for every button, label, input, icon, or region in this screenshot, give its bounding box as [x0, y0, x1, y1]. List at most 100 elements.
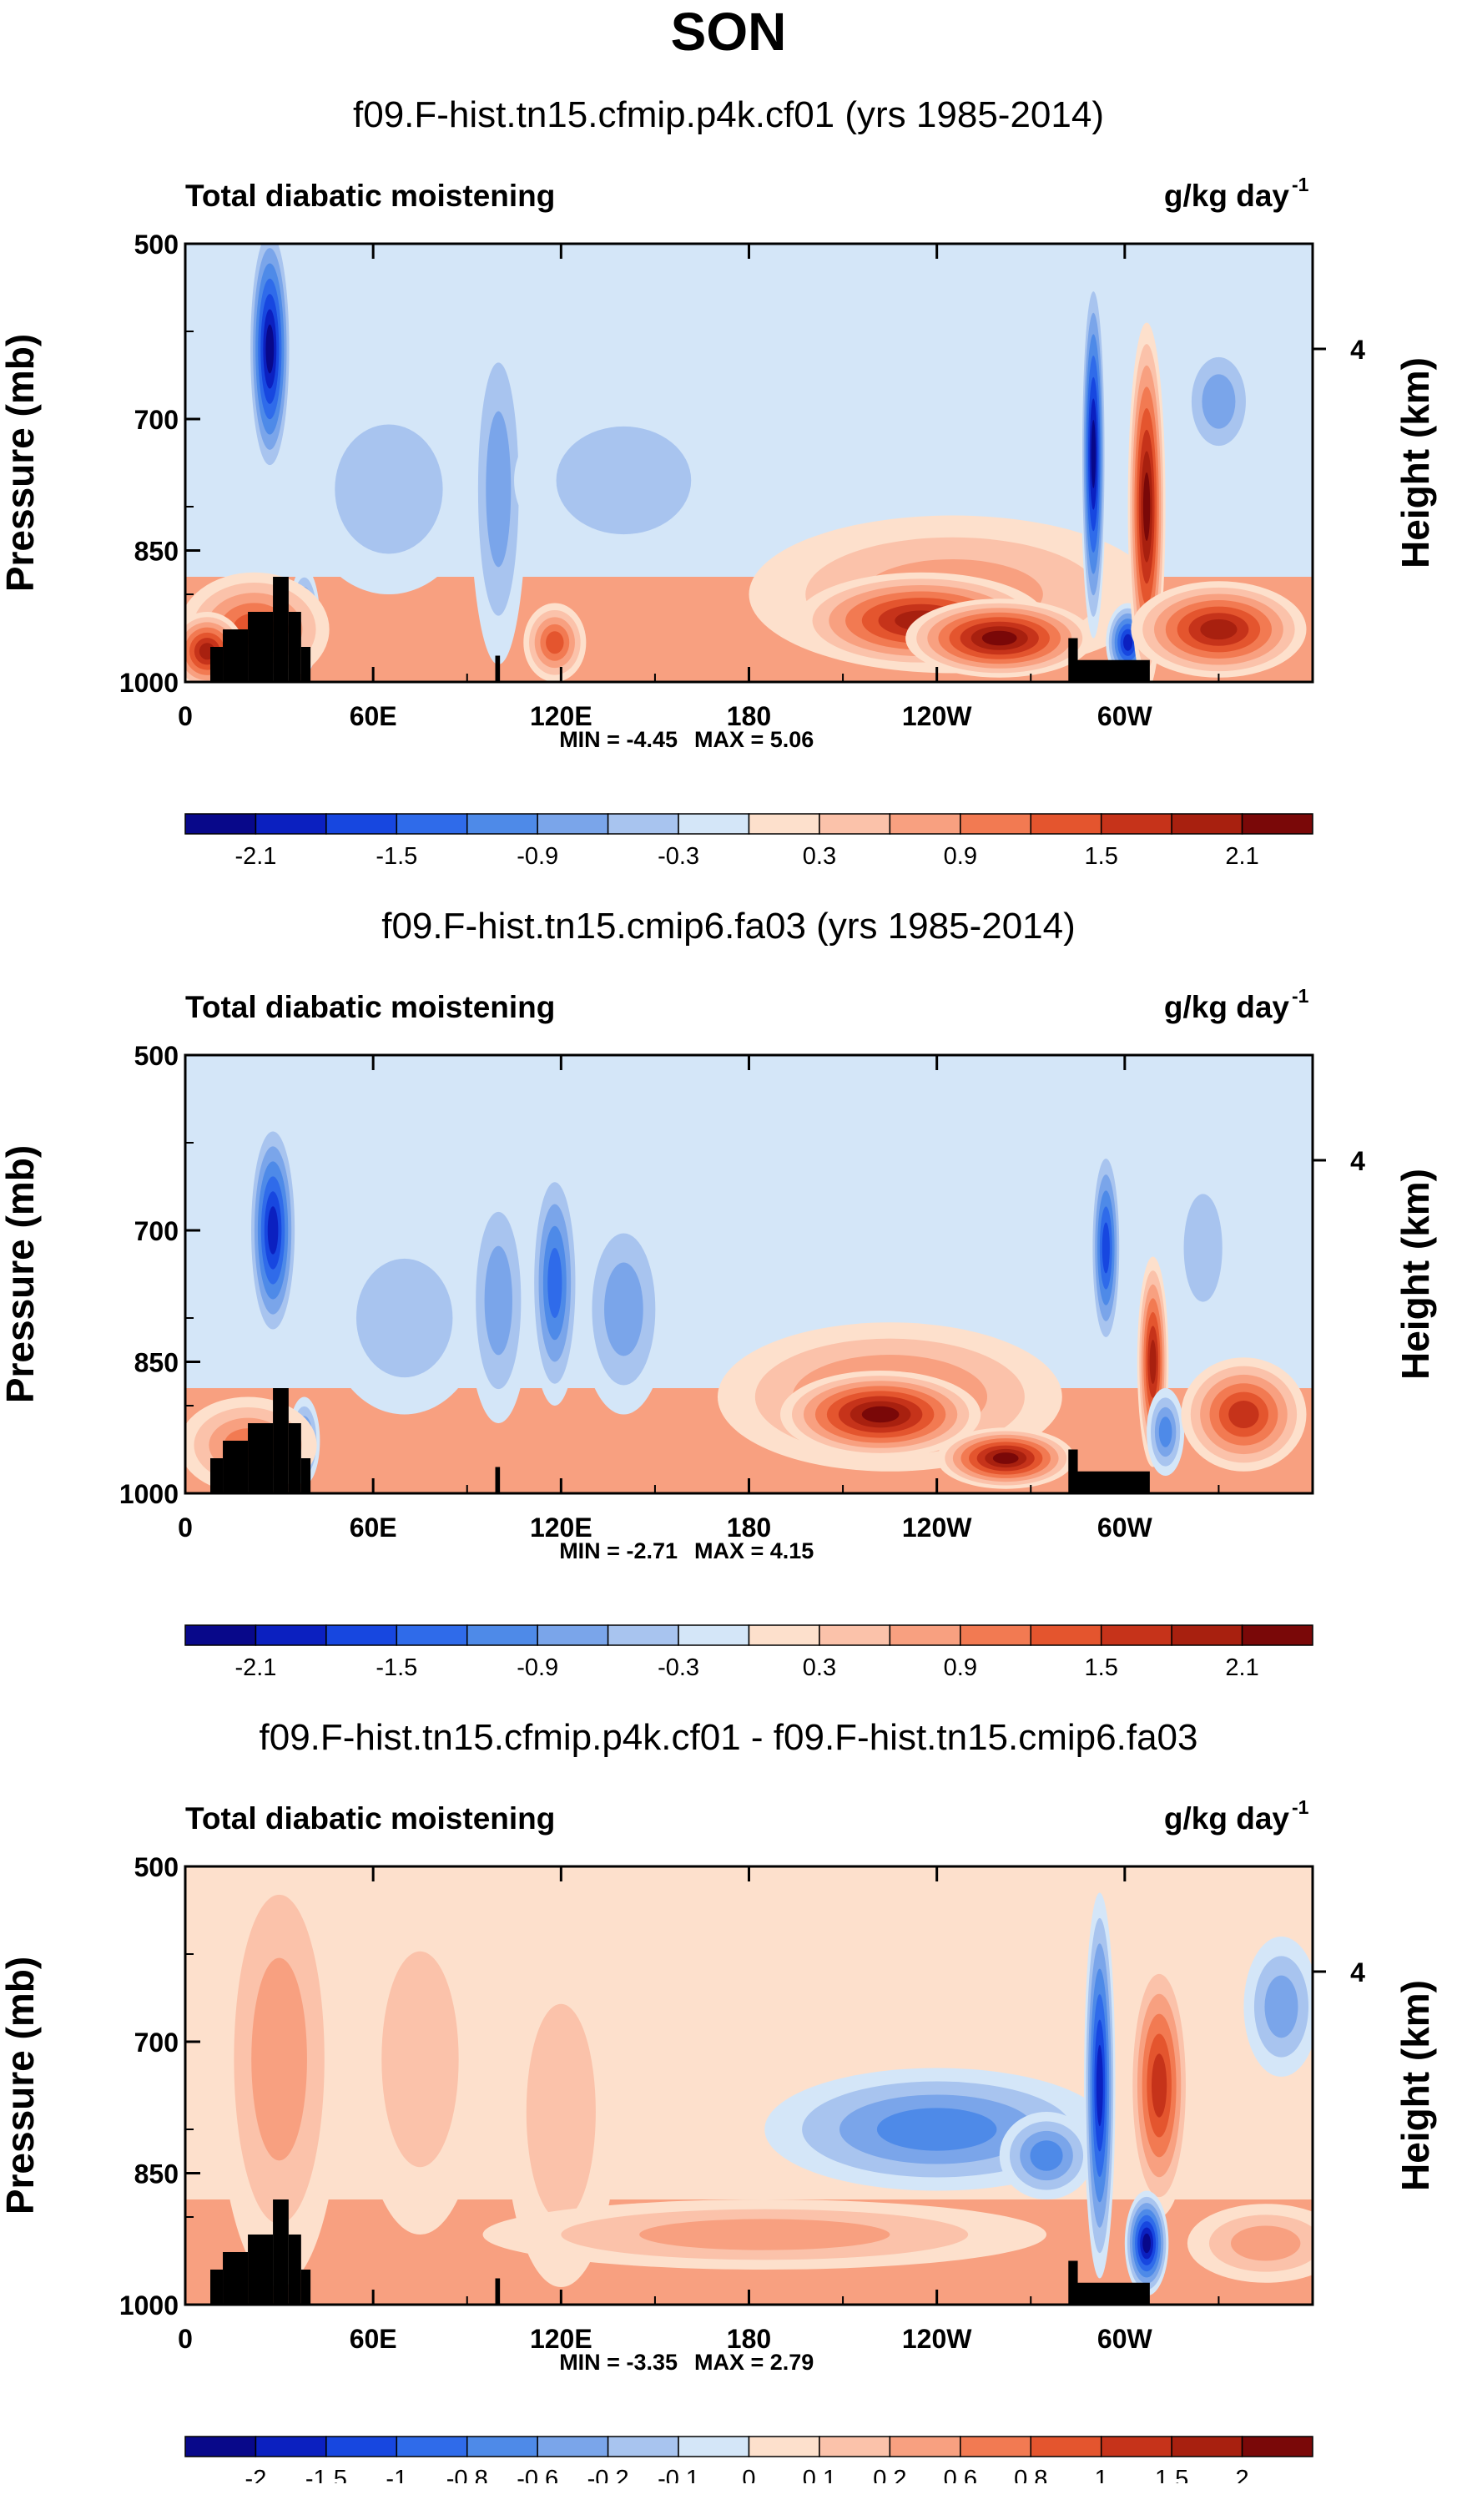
colorbar-label: -2 [245, 2466, 267, 2483]
colorbar-swatch [960, 813, 1031, 835]
colorbar-label: 0.3 [803, 843, 836, 870]
colorbar-swatch [748, 813, 820, 835]
max-label: MAX = 2.79 [694, 2350, 814, 2375]
colorbar-swatch [1241, 2436, 1313, 2457]
colorbar-label: -1.5 [376, 843, 417, 870]
topography-block [248, 612, 274, 682]
colorbar-swatch [1030, 2436, 1102, 2457]
contour-cell [526, 2003, 596, 2220]
panel-1-svg: f09.F-hist.tn15.cfmip.p4k.cf01 (yrs 1985… [0, 94, 1437, 870]
y-tick-label: 500 [134, 1041, 179, 1071]
x-tick-label: 120E [530, 701, 592, 731]
colorbar-label: 0.9 [944, 1654, 977, 1681]
colorbar-label: 2.1 [1225, 843, 1258, 870]
topography-block [495, 2278, 501, 2305]
min-label: MIN = -4.45 [559, 727, 678, 752]
topography-block [1074, 1471, 1150, 1493]
figure-title: SON [670, 2, 787, 62]
colorbar-label: 1.5 [1085, 1654, 1118, 1681]
topography-block [223, 1441, 249, 1493]
panel-2-svg: f09.F-hist.tn15.cmip6.fa03 (yrs 1985-201… [0, 906, 1437, 1681]
x-tick-label: 0 [178, 1513, 193, 1543]
topography-mask [210, 2199, 1150, 2305]
topography-block [300, 2270, 311, 2305]
topography-block [495, 655, 501, 682]
colorbar-label: 1.5 [1155, 2466, 1188, 2483]
colorbar-swatch [607, 813, 679, 835]
panel-2: f09.F-hist.tn15.cmip6.fa03 (yrs 1985-201… [0, 899, 1457, 1709]
units-exponent: -1 [1292, 1796, 1309, 1818]
contour-field [185, 1116, 1313, 1493]
contour-cell [639, 2219, 890, 2250]
colorbar-swatch [537, 2436, 609, 2457]
y-tick-label: 1000 [119, 668, 179, 698]
topography-block [210, 2270, 224, 2305]
x-tick-label: 180 [727, 701, 771, 731]
units-exponent: -1 [1292, 174, 1309, 195]
x-tick-label: 60W [1097, 2324, 1153, 2354]
colorbar-swatch [325, 2436, 398, 2457]
colorbar-label: 0.3 [803, 1654, 836, 1681]
contour-cell [1091, 419, 1097, 489]
colorbar-swatch [396, 1624, 468, 1646]
contour-cell [1202, 374, 1236, 429]
contour-cell [486, 411, 512, 568]
colorbar-swatch [396, 813, 468, 835]
contour-cell [251, 1957, 307, 2161]
units-exponent: -1 [1292, 985, 1309, 1007]
y-right-axis-label: Height (km) [1394, 1980, 1437, 2191]
contour-cell [1152, 2053, 1167, 2118]
x-tick-label: 180 [727, 2324, 771, 2354]
colorbar-swatch [1241, 813, 1313, 835]
topography-block [1068, 2260, 1078, 2305]
colorbar-swatch [819, 2436, 891, 2457]
y-right-tick-label: 4 [1350, 335, 1365, 365]
contour-cell [981, 630, 1017, 646]
colorbar-swatch [960, 2436, 1031, 2457]
colorbar-swatch [255, 2436, 327, 2457]
contour-cell [1264, 1975, 1298, 2038]
colorbar-swatch [537, 1624, 609, 1646]
contour-cell [861, 1406, 900, 1423]
colorbar-swatch [466, 1624, 538, 1646]
x-tick-label: 60E [350, 2324, 397, 2354]
y-right-axis-label: Height (km) [1394, 357, 1437, 568]
colorbar-label: 0.2 [873, 2466, 906, 2483]
contour-field [185, 1866, 1313, 2305]
min-label: MIN = -2.71 [559, 1538, 678, 1563]
colorbar-swatch [678, 2436, 750, 2457]
y-tick-label: 700 [134, 2028, 179, 2058]
colorbar-label: 2 [1235, 2466, 1248, 2483]
colorbar-swatch [819, 813, 891, 835]
contour-cell [265, 324, 275, 374]
colorbar-swatch [1100, 813, 1172, 835]
units-label: g/kg day [1164, 990, 1290, 1024]
colorbar-label: 0.9 [944, 843, 977, 870]
colorbar-swatch [537, 813, 609, 835]
contour-cell [355, 1258, 453, 1378]
colorbar-label: 0.1 [803, 2466, 836, 2483]
topography-block [210, 1458, 224, 1493]
y-right-axis-label: Height (km) [1394, 1169, 1437, 1380]
y-tick-label: 850 [134, 1348, 179, 1378]
colorbar-label: -1.5 [305, 2466, 347, 2483]
colorbar-swatch [607, 2436, 679, 2457]
colorbar-label: -0.8 [446, 2466, 488, 2483]
y-axis-label: Pressure (mb) [0, 334, 42, 592]
contour-cell [992, 1452, 1019, 1464]
y-right-tick-label: 4 [1350, 1146, 1365, 1176]
contour-cell [604, 1262, 643, 1356]
contour-cell [1228, 1400, 1259, 1429]
contour-cell [546, 631, 564, 654]
max-label: MAX = 5.06 [694, 727, 814, 752]
contour-cell [547, 1248, 562, 1318]
colorbar-label: -2.1 [234, 843, 276, 870]
contour-cell [267, 1206, 279, 1255]
y-tick-label: 700 [134, 1216, 179, 1246]
colorbar-swatch [396, 2436, 468, 2457]
contour-cell [484, 1245, 512, 1356]
colorbar-swatch [466, 2436, 538, 2457]
colorbar-label: 0 [742, 2466, 755, 2483]
colorbar-swatch [819, 1624, 891, 1646]
colorbar-label: 0.6 [944, 2466, 977, 2483]
